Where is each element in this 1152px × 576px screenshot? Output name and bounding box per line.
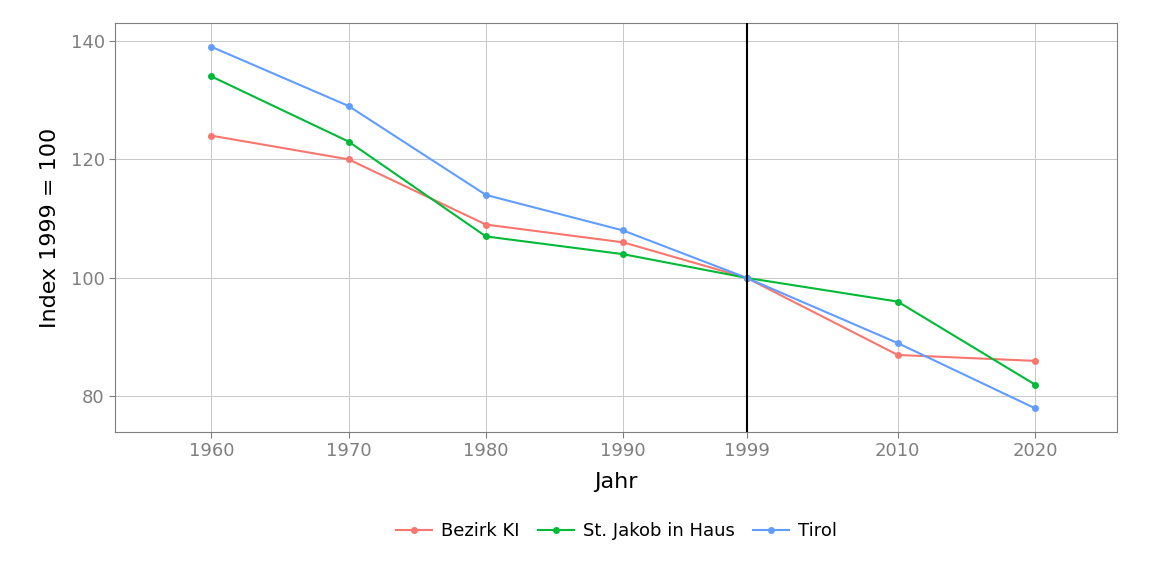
Legend: Bezirk KI, St. Jakob in Haus, Tirol: Bezirk KI, St. Jakob in Haus, Tirol [388,514,844,547]
X-axis label: Jahr: Jahr [594,472,638,491]
Y-axis label: Index 1999 = 100: Index 1999 = 100 [39,127,60,328]
